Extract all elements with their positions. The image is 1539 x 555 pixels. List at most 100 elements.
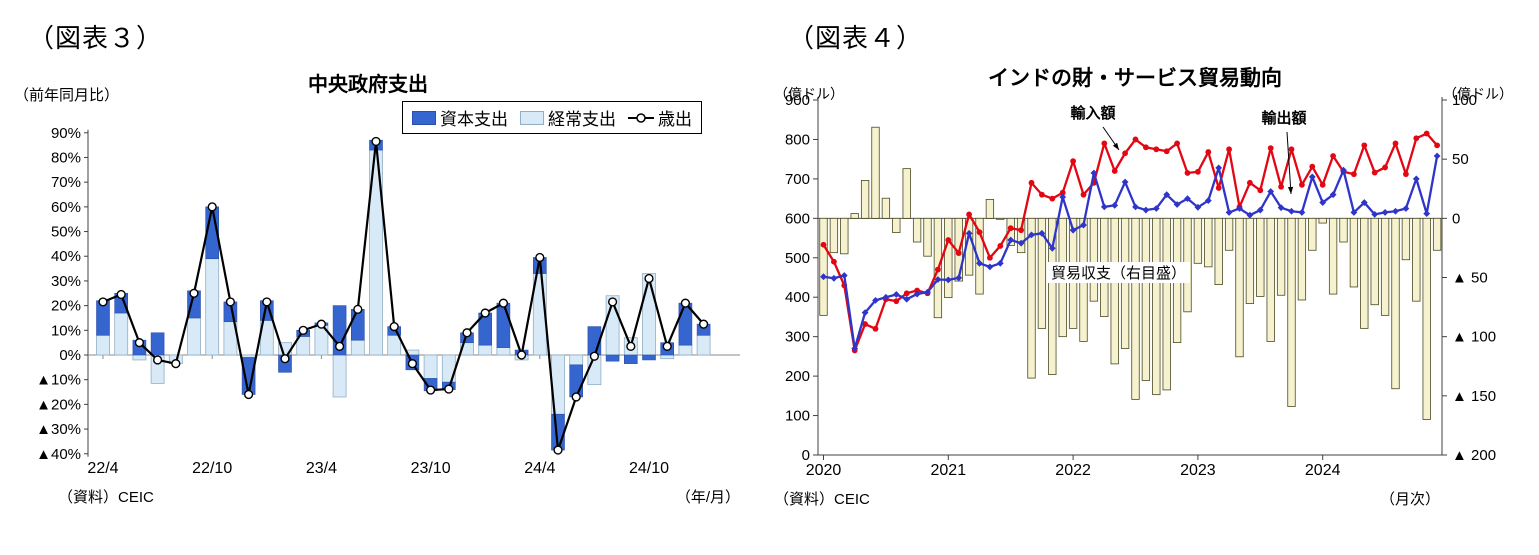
balance-bar xyxy=(1131,217,1140,400)
balance-bar xyxy=(1256,217,1265,297)
svg-text:▲10%: ▲10% xyxy=(36,372,81,389)
svg-text:70%: 70% xyxy=(51,174,81,191)
exports-marker xyxy=(1277,204,1285,212)
legend-item-capital: 資本支出 xyxy=(412,105,508,130)
imports-marker xyxy=(1382,164,1388,171)
imports-marker xyxy=(1247,179,1253,186)
figure4-balance-bars xyxy=(819,126,1442,420)
exports-marker xyxy=(1069,226,1077,234)
exports-marker xyxy=(1371,210,1379,218)
exports-marker xyxy=(1048,244,1056,252)
imports-marker xyxy=(1371,169,1378,176)
figure4-source: （資料）CEIC xyxy=(774,491,870,508)
figure4-axis-unit-left: （億ドル） xyxy=(774,86,844,102)
svg-text:0%: 0% xyxy=(59,347,81,364)
exports-marker xyxy=(1017,239,1025,247)
imports-annotation: 輸入額 xyxy=(1070,105,1116,122)
exports-marker xyxy=(1360,199,1368,206)
total-marker xyxy=(589,351,600,361)
figure3-source: （資料）CEIC xyxy=(58,489,154,506)
figure4-x-unit: （月次） xyxy=(1379,491,1440,508)
svg-text:20%: 20% xyxy=(51,298,81,315)
current-bar xyxy=(642,273,656,356)
figure4-tag: （図表４） xyxy=(788,24,924,53)
total-marker xyxy=(244,389,254,400)
imports-marker xyxy=(1226,146,1232,153)
imports-marker xyxy=(831,258,837,265)
svg-text:2020: 2020 xyxy=(806,462,842,479)
figure3-ytick-labels: 90% 80% 70% 60% 50% 40% 30% 20% 10% 0% ▲10% ▲20% ▲30… xyxy=(36,125,81,463)
exports-marker xyxy=(1381,209,1389,216)
imports-marker xyxy=(987,254,993,261)
total-marker xyxy=(426,385,436,395)
current-swatch-icon xyxy=(520,110,544,125)
capital-bar xyxy=(642,354,656,361)
exports-marker xyxy=(976,259,983,267)
exports-marker xyxy=(1121,178,1129,186)
legend-current-label: 経常支出 xyxy=(548,110,616,129)
figure3-current-bars xyxy=(96,149,711,415)
imports-marker xyxy=(935,266,941,273)
svg-text:▲20%: ▲20% xyxy=(36,396,81,413)
total-marker xyxy=(353,304,363,314)
current-bar xyxy=(350,339,365,356)
imports-marker xyxy=(820,241,827,248)
balance-bar xyxy=(902,168,911,219)
exports-marker xyxy=(1319,199,1327,206)
exports-marker xyxy=(1090,169,1098,177)
svg-text:2022: 2022 xyxy=(1055,462,1091,479)
figure3-title: 中央政府支出 xyxy=(308,74,428,96)
exports-marker xyxy=(1038,229,1046,237)
imports-marker xyxy=(997,243,1004,249)
exports-marker xyxy=(1132,203,1139,211)
total-marker xyxy=(316,319,327,329)
svg-text:22/4: 22/4 xyxy=(87,460,118,477)
balance-bar xyxy=(1391,217,1400,390)
svg-text:0: 0 xyxy=(802,447,810,464)
exports-marker xyxy=(1392,207,1399,215)
total-marker xyxy=(371,136,381,147)
balance-bar xyxy=(1006,217,1015,246)
capital-bar xyxy=(150,332,165,356)
exports-marker xyxy=(1215,164,1223,172)
balance-bar xyxy=(1235,217,1244,358)
total-marker xyxy=(389,322,399,332)
figure3-x-unit: （年/月） xyxy=(675,489,740,506)
svg-text:60%: 60% xyxy=(51,199,81,216)
balance-bar xyxy=(1152,217,1161,396)
exports-marker xyxy=(1007,236,1015,244)
balance-bar xyxy=(1339,217,1348,243)
figure3-tag: （図表３） xyxy=(28,24,164,53)
total-marker xyxy=(553,445,563,455)
figure4-ytick-labels-left: 900 800 700 600 500 400 300 200 100 0 xyxy=(785,92,810,464)
imports-marker xyxy=(1278,183,1284,190)
imports-marker xyxy=(903,290,910,297)
imports-marker xyxy=(1351,171,1357,178)
imports-marker xyxy=(1434,142,1440,149)
exports-marker xyxy=(1152,205,1160,212)
svg-text:80%: 80% xyxy=(51,149,81,166)
figure3-total-line xyxy=(98,136,709,455)
imports-marker xyxy=(1153,146,1160,153)
figure3-legend: 資本支出 経常支出 歳出 xyxy=(402,101,702,134)
exports-marker xyxy=(1194,203,1202,211)
exports-marker xyxy=(1350,209,1358,216)
imports-marker xyxy=(872,325,879,332)
exports-marker xyxy=(1246,211,1254,219)
exports-marker xyxy=(1308,173,1316,181)
annotation-arrow-icons xyxy=(1102,126,1294,195)
balance-bar xyxy=(1204,217,1213,268)
balance-bar xyxy=(1245,217,1255,304)
current-bar xyxy=(332,354,347,398)
balance-bar xyxy=(1224,217,1234,251)
balance-bar xyxy=(1308,217,1317,251)
current-bar xyxy=(241,354,256,358)
balance-bar xyxy=(985,199,995,219)
exports-marker xyxy=(851,345,859,352)
exports-marker xyxy=(1298,209,1306,216)
exports-marker xyxy=(1028,231,1035,239)
legend-capital-label: 資本支出 xyxy=(440,110,508,129)
balance-bar xyxy=(860,180,870,219)
imports-marker xyxy=(1174,140,1180,147)
